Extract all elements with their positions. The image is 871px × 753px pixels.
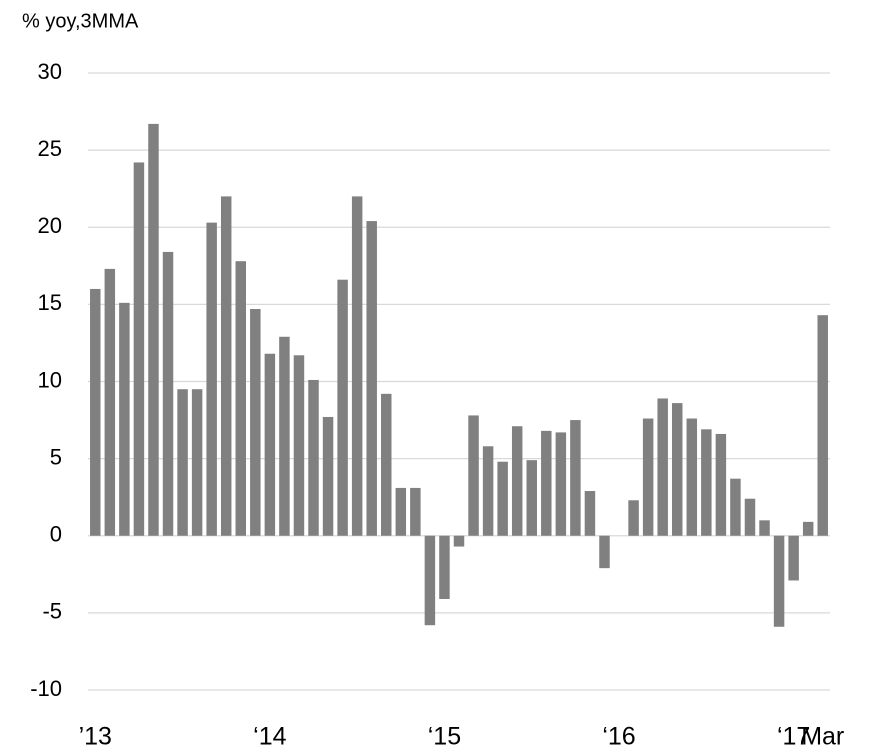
bar	[817, 315, 828, 536]
bar	[599, 535, 610, 569]
bar	[279, 336, 290, 536]
bar	[628, 500, 639, 536]
bar	[119, 302, 130, 536]
bar	[715, 433, 727, 536]
bar	[148, 123, 159, 536]
y-tick-label: 10	[38, 367, 62, 392]
bar	[773, 535, 785, 627]
bar	[220, 196, 232, 536]
x-tick-label: Mar	[801, 723, 844, 751]
bar	[671, 403, 683, 536]
bar	[293, 355, 305, 536]
x-tick-label: ‘16	[602, 723, 635, 751]
bar	[206, 222, 217, 536]
bar	[744, 498, 756, 536]
bar	[642, 418, 654, 536]
bar	[424, 535, 436, 626]
y-tick-label: -5	[42, 599, 62, 624]
bar	[177, 389, 188, 536]
bar	[264, 353, 276, 536]
bar	[90, 288, 101, 536]
bar	[381, 393, 392, 536]
bar	[657, 398, 668, 536]
bar	[511, 426, 523, 536]
bar	[584, 491, 596, 536]
bar	[191, 389, 203, 536]
bar	[104, 268, 116, 536]
bar	[366, 221, 377, 536]
y-tick-label: -10	[30, 676, 62, 701]
bar	[701, 429, 712, 536]
bar	[526, 460, 537, 536]
bar	[788, 535, 799, 581]
bar	[686, 418, 698, 536]
bar	[162, 251, 174, 536]
x-tick-label: ‘17	[777, 723, 810, 751]
x-tick-label: ‘15	[428, 723, 461, 751]
chart-title: % yoy,3MMA	[22, 10, 139, 32]
y-tick-label: 25	[38, 136, 62, 161]
bar	[395, 487, 407, 536]
y-tick-label: 30	[38, 59, 62, 84]
bar	[410, 487, 421, 536]
x-tick-label: ‘14	[253, 723, 286, 751]
bar	[730, 478, 741, 536]
bar	[497, 461, 508, 536]
y-tick-label: 15	[38, 290, 62, 315]
bar	[802, 521, 814, 536]
bar	[250, 309, 261, 536]
bar	[133, 162, 145, 536]
x-tick-label: ’13	[79, 723, 112, 751]
bar	[759, 520, 770, 536]
bar	[555, 432, 567, 536]
y-tick-label: 20	[38, 213, 62, 238]
bar	[351, 196, 363, 536]
bar	[308, 379, 319, 536]
bar	[337, 279, 348, 536]
bar	[235, 261, 247, 536]
bar	[482, 446, 494, 536]
bar	[541, 430, 552, 536]
y-tick-label: 0	[50, 522, 62, 547]
bar	[439, 535, 450, 599]
bar	[468, 415, 479, 536]
bar	[322, 416, 334, 536]
y-tick-label: 5	[50, 444, 62, 469]
bar	[570, 420, 581, 536]
bar	[453, 535, 465, 547]
